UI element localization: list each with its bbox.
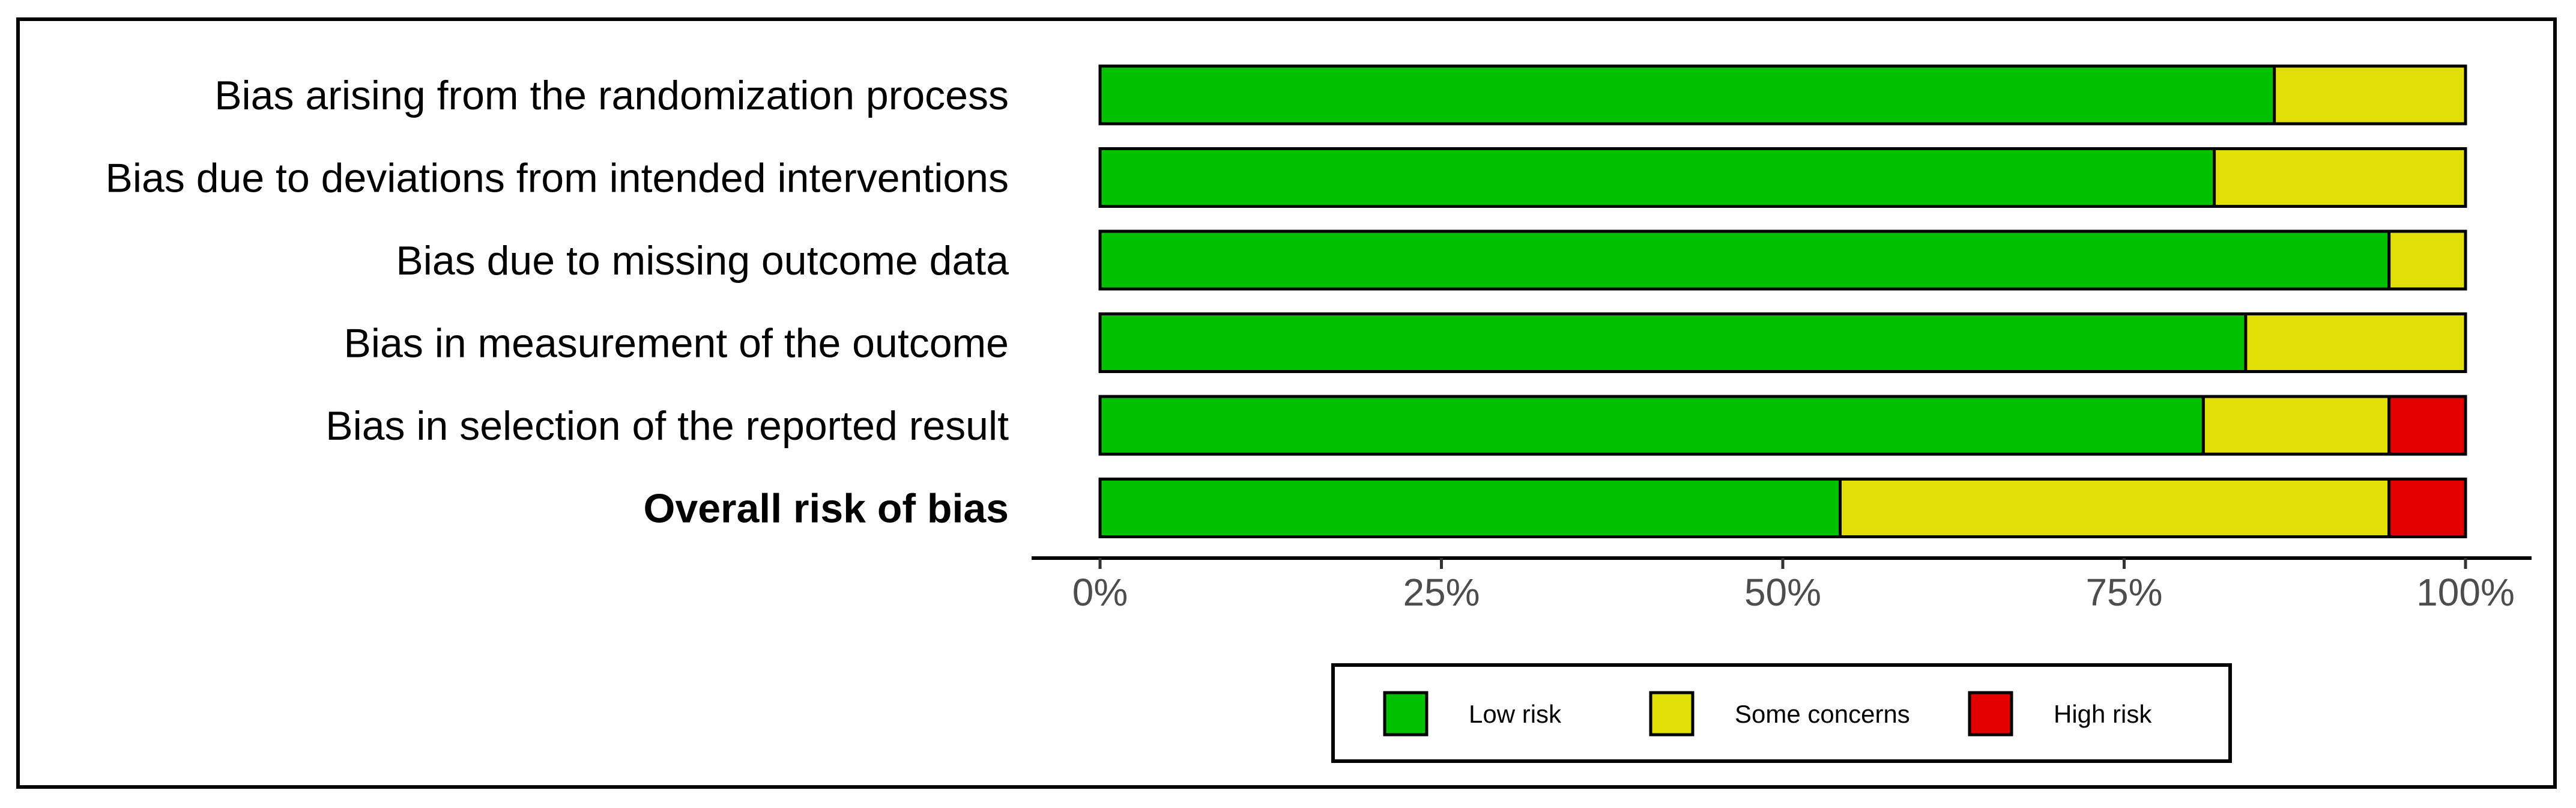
bar-segment-low-risk bbox=[1098, 147, 2216, 208]
bar-segment-high-risk bbox=[2387, 395, 2467, 456]
category-labels: Bias arising from the randomization proc… bbox=[106, 73, 1009, 532]
bar-segment-some-concerns bbox=[2273, 64, 2467, 126]
x-tick-label: 50% bbox=[1744, 571, 1821, 614]
category-label: Bias arising from the randomization proc… bbox=[214, 73, 1009, 118]
category-label: Overall risk of bias bbox=[643, 486, 1009, 532]
bar-segment-low-risk bbox=[1098, 229, 2391, 291]
bar-segment-low-risk bbox=[1098, 395, 2205, 456]
bar-segment-low-risk bbox=[1098, 64, 2276, 126]
legend: Low risk Some concerns High risk bbox=[1331, 663, 2232, 763]
bars-layer bbox=[1098, 64, 2467, 538]
bar-segment-some-concerns bbox=[2201, 395, 2391, 456]
legend-box bbox=[1331, 663, 2232, 763]
category-label: Bias in selection of the reported result bbox=[325, 403, 1009, 449]
bar-segment-some-concerns bbox=[2244, 312, 2467, 373]
legend-swatch bbox=[1968, 691, 2013, 737]
x-tick-label: 75% bbox=[2085, 571, 2162, 614]
x-tick-label: 25% bbox=[1403, 571, 1480, 614]
x-tick-label: 0% bbox=[1072, 571, 1128, 614]
x-axis-ticks: 0% 25% 50% 75% 100% bbox=[1072, 558, 2515, 614]
category-label: Bias due to deviations from intended int… bbox=[106, 156, 1009, 201]
bar-segment-high-risk bbox=[2387, 478, 2467, 538]
legend-swatch bbox=[1383, 691, 1429, 737]
bar-segment-some-concerns bbox=[2213, 147, 2467, 208]
category-label: Bias in measurement of the outcome bbox=[344, 321, 1009, 366]
bar-segment-low-risk bbox=[1098, 478, 1842, 538]
bar-segment-some-concerns bbox=[2387, 229, 2467, 291]
bar-segment-low-risk bbox=[1098, 312, 2248, 373]
x-tick-label: 100% bbox=[2416, 571, 2515, 614]
legend-swatch bbox=[1649, 691, 1695, 737]
legend-label: Some concerns bbox=[1735, 700, 1910, 728]
category-label: Bias due to missing outcome data bbox=[396, 238, 1009, 284]
legend-label: Low risk bbox=[1469, 700, 1562, 728]
legend-label: High risk bbox=[2054, 700, 2152, 728]
bar-segment-some-concerns bbox=[1839, 478, 2391, 538]
